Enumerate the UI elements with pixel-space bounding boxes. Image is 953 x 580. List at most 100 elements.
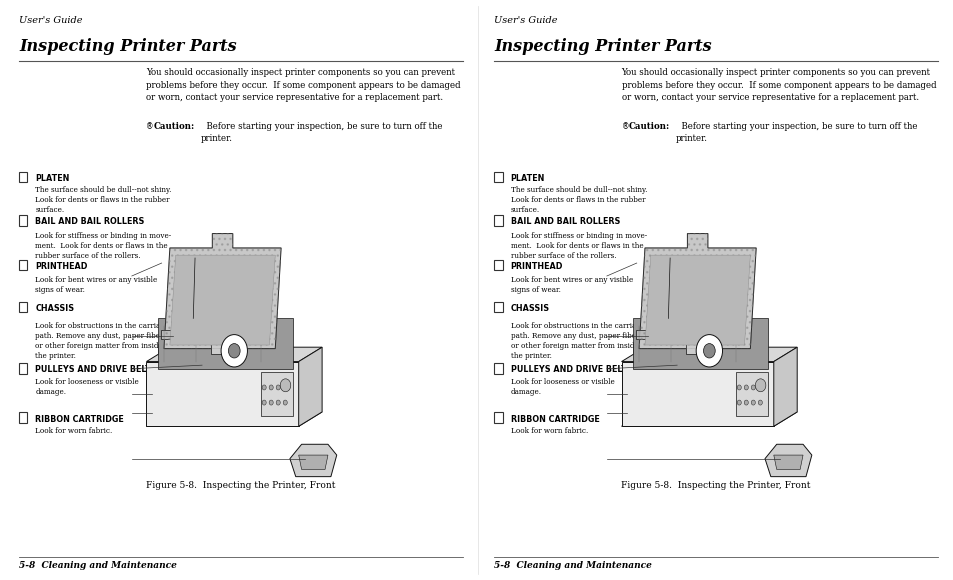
Bar [494, 172, 502, 182]
Polygon shape [147, 347, 322, 361]
Text: Inspecting Printer Parts: Inspecting Printer Parts [19, 38, 236, 55]
Circle shape [750, 400, 755, 405]
Text: The surface should be dull--not shiny.
Look for dents or flaws in the rubber
sur: The surface should be dull--not shiny. L… [510, 186, 646, 214]
Polygon shape [621, 412, 797, 426]
Text: PLATEN: PLATEN [35, 174, 70, 183]
Text: Figure 5-8.  Inspecting the Printer, Front: Figure 5-8. Inspecting the Printer, Fron… [620, 481, 810, 491]
Polygon shape [164, 234, 281, 349]
Circle shape [221, 335, 247, 367]
Text: Before starting your inspection, be sure to turn off the
printer.: Before starting your inspection, be sure… [200, 122, 442, 143]
Text: Inspecting Printer Parts: Inspecting Printer Parts [494, 38, 711, 55]
Text: Look for worn fabric.: Look for worn fabric. [35, 427, 112, 435]
Text: You should occasionally inspect printer components so you can prevent
problems b: You should occasionally inspect printer … [621, 68, 935, 102]
Text: PULLEYS AND DRIVE BELTS: PULLEYS AND DRIVE BELTS [510, 365, 632, 375]
Bar [19, 302, 28, 312]
Text: Look for looseness or visible
damage.: Look for looseness or visible damage. [510, 378, 614, 396]
Text: 5-8  Cleaning and Maintenance: 5-8 Cleaning and Maintenance [494, 561, 651, 571]
Text: User's Guide: User's Guide [19, 16, 82, 25]
Text: Look for obstructions in the carriage
path. Remove any dust, paper fibers,
or ot: Look for obstructions in the carriage pa… [510, 322, 644, 360]
Circle shape [750, 385, 755, 390]
Bar [494, 260, 502, 270]
Text: Caution:: Caution: [628, 122, 669, 131]
Circle shape [737, 385, 740, 390]
Polygon shape [621, 347, 797, 361]
Bar [494, 215, 502, 226]
Text: CHASSIS: CHASSIS [35, 304, 74, 313]
Polygon shape [621, 361, 773, 426]
Bar [685, 332, 702, 354]
Text: You should occasionally inspect printer components so you can prevent
problems b: You should occasionally inspect printer … [147, 68, 460, 102]
Text: Look for stiffness or binding in move-
ment.  Look for dents or flaws in the
rub: Look for stiffness or binding in move- m… [35, 232, 172, 260]
Polygon shape [298, 455, 328, 469]
Text: CHASSIS: CHASSIS [510, 304, 549, 313]
Bar [19, 260, 28, 270]
Polygon shape [639, 234, 756, 349]
Circle shape [758, 385, 761, 390]
Text: Figure 5-8.  Inspecting the Printer, Front: Figure 5-8. Inspecting the Printer, Fron… [146, 481, 335, 491]
Text: PRINTHEAD: PRINTHEAD [510, 262, 562, 271]
Polygon shape [170, 255, 275, 345]
Circle shape [758, 400, 761, 405]
Bar [494, 302, 502, 312]
Text: Look for looseness or visible
damage.: Look for looseness or visible damage. [35, 378, 139, 396]
Text: Look for bent wires or any visible
signs of wear.: Look for bent wires or any visible signs… [510, 276, 632, 293]
Circle shape [283, 385, 287, 390]
Circle shape [228, 343, 240, 358]
Text: BAIL AND BAIL ROLLERS: BAIL AND BAIL ROLLERS [35, 218, 145, 227]
Bar [735, 372, 767, 415]
Circle shape [275, 385, 280, 390]
Text: Look for bent wires or any visible
signs of wear.: Look for bent wires or any visible signs… [35, 276, 157, 293]
Polygon shape [298, 347, 322, 426]
Circle shape [262, 400, 266, 405]
Bar [161, 329, 234, 339]
Text: RIBBON CARTRIDGE: RIBBON CARTRIDGE [510, 415, 598, 424]
Circle shape [696, 335, 721, 367]
Text: Caution:: Caution: [153, 122, 194, 131]
Bar [211, 332, 228, 354]
Bar [19, 172, 28, 182]
Circle shape [283, 400, 287, 405]
Bar [158, 318, 293, 369]
Text: ®: ® [147, 122, 153, 131]
Circle shape [262, 385, 266, 390]
Bar [260, 372, 293, 415]
Bar [494, 412, 502, 423]
Circle shape [743, 385, 747, 390]
Text: Look for stiffness or binding in move-
ment.  Look for dents or flaws in the
rub: Look for stiffness or binding in move- m… [510, 232, 646, 260]
Circle shape [275, 400, 280, 405]
Text: The surface should be dull--not shiny.
Look for dents or flaws in the rubber
sur: The surface should be dull--not shiny. L… [35, 186, 172, 214]
Polygon shape [764, 444, 811, 477]
Bar [633, 344, 761, 353]
Circle shape [755, 379, 765, 392]
Text: Look for obstructions in the carriage
path. Remove any dust, paper fibers,
or ot: Look for obstructions in the carriage pa… [35, 322, 170, 360]
Text: PRINTHEAD: PRINTHEAD [35, 262, 88, 271]
Polygon shape [773, 455, 802, 469]
Circle shape [743, 400, 747, 405]
Text: User's Guide: User's Guide [494, 16, 557, 25]
Bar [19, 363, 28, 374]
Text: 5-8  Cleaning and Maintenance: 5-8 Cleaning and Maintenance [19, 561, 176, 571]
Circle shape [269, 400, 273, 405]
Polygon shape [773, 347, 797, 426]
Bar [19, 215, 28, 226]
Circle shape [737, 400, 740, 405]
Polygon shape [290, 444, 336, 477]
Polygon shape [644, 255, 750, 345]
Text: RIBBON CARTRIDGE: RIBBON CARTRIDGE [35, 415, 124, 424]
Polygon shape [147, 361, 298, 426]
Text: BAIL AND BAIL ROLLERS: BAIL AND BAIL ROLLERS [510, 218, 619, 227]
Text: Look for worn fabric.: Look for worn fabric. [510, 427, 587, 435]
Bar [494, 363, 502, 374]
Bar [636, 329, 709, 339]
Circle shape [280, 379, 291, 392]
Text: PULLEYS AND DRIVE BELTS: PULLEYS AND DRIVE BELTS [35, 365, 157, 375]
Polygon shape [147, 412, 322, 426]
Bar [158, 344, 287, 353]
Text: ®: ® [621, 122, 628, 131]
Circle shape [702, 343, 715, 358]
Text: PLATEN: PLATEN [510, 174, 544, 183]
Bar [633, 318, 767, 369]
Bar [19, 412, 28, 423]
Text: Before starting your inspection, be sure to turn off the
printer.: Before starting your inspection, be sure… [675, 122, 917, 143]
Circle shape [269, 385, 273, 390]
